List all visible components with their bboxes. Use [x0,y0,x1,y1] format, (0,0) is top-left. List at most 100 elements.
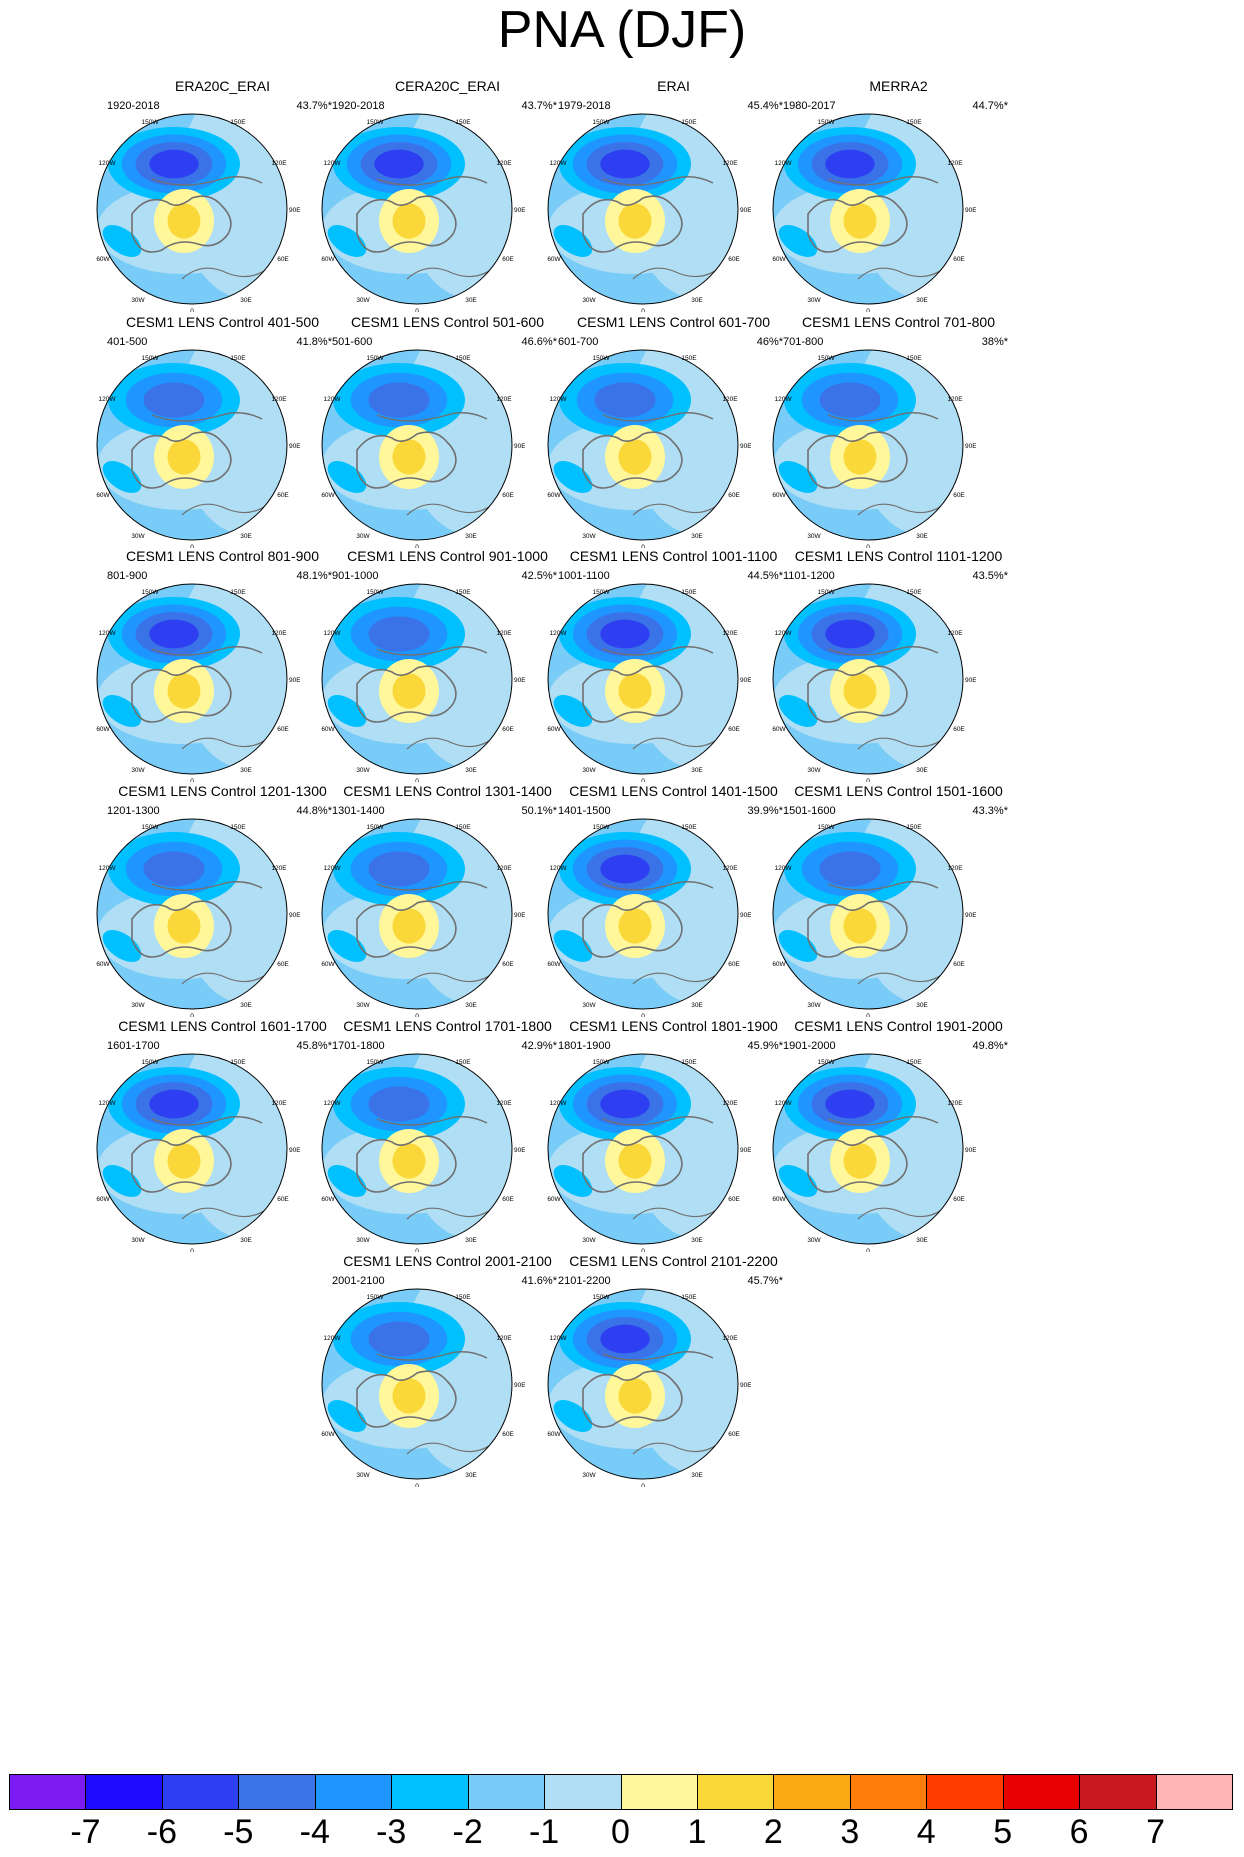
colorbar-tick-label: 2 [763,1813,783,1851]
longitude-label: 60W [321,492,335,499]
na-high-contour [843,439,877,475]
colorbar-swatch [1079,1774,1157,1810]
na-high-contour [392,1378,426,1414]
polar-map: 180 150W 150E 120W 120E 90W 90E 60W 60E 30W 30E 0 [320,348,525,548]
longitude-label: 90W [95,912,96,919]
longitude-label: 120E [496,865,512,872]
longitude-label: 30E [691,1472,703,1479]
coastline [857,500,949,516]
panel-period: 1201-1300 [107,805,160,817]
panel-title: CESM1 LENS Control 1101-1200 [794,548,1003,564]
coastline [857,264,949,280]
panel-period: 1920-2018 [332,100,385,112]
atlantic-low [327,1400,367,1432]
longitude-label: 120W [99,865,117,872]
longitude-label: 90W [320,1147,321,1154]
longitude-label: 30E [240,297,252,304]
coastline [131,1135,232,1193]
map-border [547,349,739,541]
longitude-label: 60E [728,961,740,968]
map-border [547,583,739,775]
longitude-label: 30E [691,297,703,304]
polar-map: 180 150W 150E 120W 120E 90W 90E 60W 60E 30W 30E 0 [320,817,525,1017]
coastline [827,881,939,891]
longitude-label: 30W [356,767,370,774]
pacific-low-contour [600,619,650,649]
map-panel: CESM1 LENS Control 1801-1900 1801-1900 45.… [546,1018,801,1288]
longitude-label: 60W [547,256,561,263]
map-panel: CESM1 LENS Control 701-800 701-800 38%* 180… [771,314,1026,584]
coastline [827,1116,939,1126]
coastline [376,646,488,656]
longitude-label: 90E [289,1147,300,1154]
longitude-label: 90E [740,1382,751,1389]
longitude-label: 30E [465,767,477,774]
coastline [131,900,232,958]
coastline [602,176,714,186]
panel-title: CESM1 LENS Control 1801-1900 [569,1018,778,1034]
coastline [376,412,488,422]
longitude-label: 60W [772,961,786,968]
panel-period: 1301-1400 [332,805,385,817]
longitude-label: 30W [131,1237,145,1244]
atlantic-low [778,930,818,962]
longitude-label: 180 [412,348,423,349]
longitude-label: 150W [142,119,160,126]
panel-title: ERAI [657,78,690,94]
map-border [547,113,739,305]
longitude-label: 180 [187,1052,198,1053]
pacific-low-contour [600,1089,650,1119]
longitude-label: 30E [465,297,477,304]
longitude-label: 60W [96,1196,110,1203]
pacific-low-contour [594,382,656,418]
panel-title: CESM1 LENS Control 501-600 [351,314,544,330]
longitude-label: 90W [546,207,547,214]
pacific-low-contour [374,149,424,179]
longitude-label: 120W [99,160,117,167]
polar-map: 180 150W 150E 120W 120E 90W 90E 60W 60E 30W 30E 0 [320,1052,525,1252]
longitude-label: 90W [95,207,96,214]
longitude-label: 150E [681,824,697,831]
longitude-label: 120W [99,396,117,403]
longitude-label: 0 [641,1013,645,1017]
longitude-label: 30E [691,1237,703,1244]
pacific-low-contour [149,149,199,179]
longitude-label: 60W [547,1431,561,1438]
coastline [406,500,498,516]
longitude-label: 150E [230,824,246,831]
longitude-label: 180 [412,1052,423,1053]
map-panel: CERA20C_ERAI 1920-2018 43.7%* 180 150W 150E 12… [320,78,575,348]
longitude-label: 60W [96,256,110,263]
coastline [582,900,683,958]
longitude-label: 180 [187,582,198,583]
longitude-label: 30E [916,1002,928,1009]
panel-title: CESM1 LENS Control 1301-1400 [343,783,552,799]
longitude-label: 0 [641,778,645,782]
colorbar-swatch [696,1774,774,1810]
longitude-label: 0 [415,308,419,312]
longitude-label: 60W [772,256,786,263]
na-high-contour [618,908,652,944]
panel-variance-pct: 41.6%* [521,1275,557,1287]
coastline [827,646,939,656]
atlantic-low [778,695,818,727]
longitude-label: 30W [807,533,821,540]
longitude-label: 0 [415,1483,419,1487]
longitude-label: 0 [641,308,645,312]
panel-period: 1901-2000 [783,1040,836,1052]
coastline [181,1204,273,1220]
coastline [356,1370,457,1428]
na-high-contour [843,673,877,709]
longitude-label: 0 [866,1013,870,1017]
polar-map: 180 150W 150E 120W 120E 90W 90E 60W 60E 30W 30E 0 [95,348,300,548]
coastline [602,646,714,656]
coastline [406,1204,498,1220]
longitude-label: 120W [550,396,568,403]
longitude-label: 60W [321,726,335,733]
na-high-contour [167,203,201,239]
polar-map: 180 150W 150E 120W 120E 90W 90E 60W 60E 30W 30E 0 [95,1052,300,1252]
panel-title: CESM1 LENS Control 1401-1500 [569,783,778,799]
longitude-label: 90W [546,1147,547,1154]
polar-map: 180 150W 150E 120W 120E 90W 90E 60W 60E 30W 30E 0 [546,582,751,782]
coastline [827,176,939,186]
